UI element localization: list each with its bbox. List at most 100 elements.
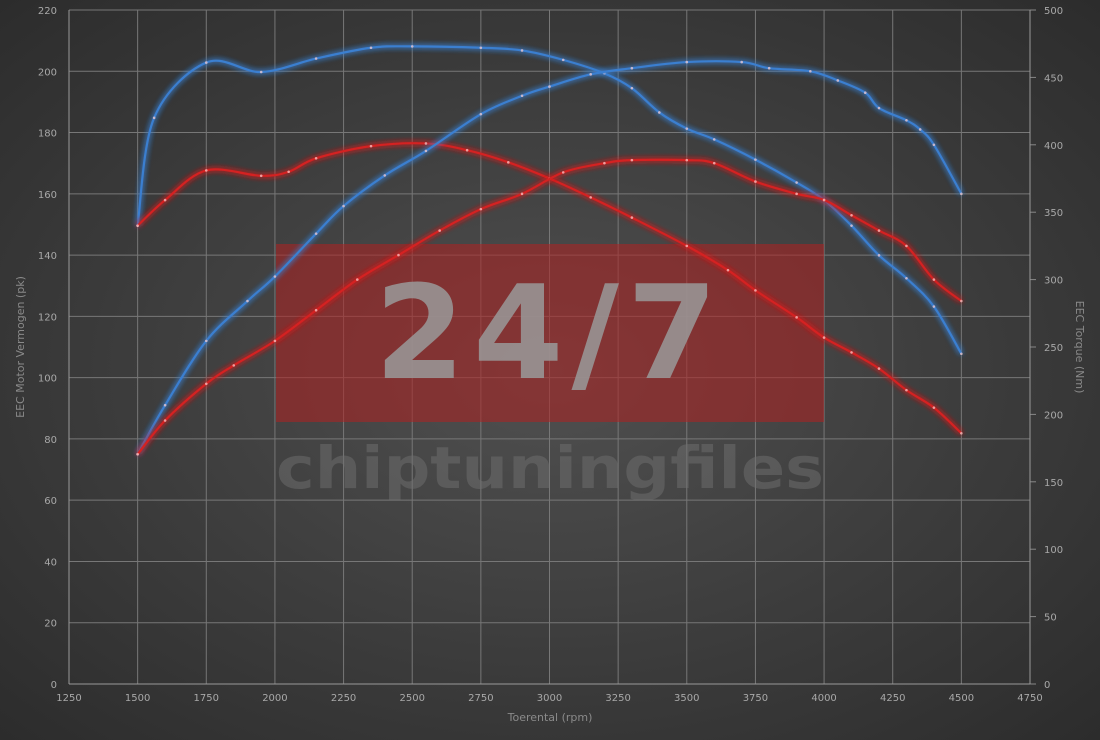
- data-point: [932, 278, 936, 281]
- data-point: [630, 216, 634, 219]
- right-tick-label: 500: [1044, 6, 1063, 17]
- right-tick-label: 450: [1044, 73, 1063, 84]
- x-tick-label: 3500: [674, 693, 699, 704]
- left-axis-title: EEC Motor Vermogen (pk): [14, 276, 27, 418]
- data-point: [822, 198, 826, 202]
- x-tick-label: 1500: [125, 693, 150, 704]
- data-point: [685, 127, 689, 130]
- data-point: [850, 351, 853, 354]
- data-point: [520, 94, 524, 98]
- right-tick-label: 150: [1044, 478, 1063, 489]
- x-tick-label: 3750: [743, 693, 768, 704]
- power-series-2: [136, 60, 963, 456]
- x-tick-label: 2000: [262, 693, 287, 704]
- right-tick-label: 50: [1044, 613, 1057, 624]
- data-point: [465, 148, 469, 152]
- data-point: [561, 58, 565, 62]
- right-tick-label: 300: [1044, 276, 1063, 287]
- data-point: [836, 79, 840, 82]
- data-point: [767, 66, 771, 70]
- data-point: [877, 106, 881, 110]
- data-point: [136, 224, 139, 227]
- data-point: [163, 198, 167, 202]
- data-point: [685, 244, 689, 248]
- data-point: [905, 244, 908, 248]
- left-tick-label: 20: [44, 619, 57, 630]
- data-point: [740, 60, 743, 64]
- watermark-big-text: 24/7: [375, 257, 726, 409]
- data-point: [287, 170, 290, 174]
- data-point: [603, 161, 606, 165]
- data-point: [932, 305, 936, 308]
- left-tick-label: 180: [38, 129, 57, 140]
- x-tick-label: 4500: [949, 693, 974, 704]
- data-point: [424, 149, 428, 153]
- power-series-3: [136, 158, 963, 456]
- data-point: [850, 224, 853, 227]
- left-tick-label: 0: [51, 680, 57, 691]
- data-point: [712, 138, 716, 141]
- data-point: [795, 316, 798, 319]
- data-point: [685, 158, 689, 162]
- data-point: [918, 128, 922, 131]
- series-line: [136, 158, 963, 455]
- data-point: [369, 144, 373, 148]
- series-line: [136, 45, 963, 355]
- left-tick-label: 200: [38, 67, 57, 78]
- x-tick-label: 1250: [56, 693, 81, 704]
- right-tick-label: 400: [1044, 141, 1063, 152]
- data-point: [314, 156, 318, 160]
- data-point: [397, 253, 400, 257]
- data-point: [479, 112, 483, 116]
- data-point: [960, 192, 963, 196]
- data-point: [383, 174, 387, 177]
- data-point: [905, 118, 908, 122]
- left-tick-label: 160: [38, 190, 57, 201]
- data-point: [932, 406, 936, 409]
- data-point: [877, 229, 881, 232]
- torque-series-1: [136, 142, 963, 435]
- data-point: [932, 143, 936, 147]
- data-point: [658, 111, 661, 114]
- right-tick-label: 0: [1044, 680, 1050, 691]
- data-point: [163, 403, 167, 407]
- data-point: [589, 73, 592, 76]
- data-point: [136, 452, 139, 456]
- data-point: [314, 57, 318, 60]
- data-point: [905, 388, 908, 392]
- data-point: [273, 275, 277, 278]
- data-point: [520, 192, 524, 196]
- data-point: [822, 336, 826, 339]
- right-axis-title: EEC Torque (Nm): [1073, 301, 1086, 394]
- x-tick-label: 3000: [537, 693, 562, 704]
- data-point: [548, 85, 551, 88]
- data-point: [960, 352, 963, 356]
- data-point: [960, 431, 963, 435]
- data-point: [259, 174, 263, 178]
- data-point: [863, 91, 867, 95]
- data-point: [163, 419, 167, 422]
- data-point: [410, 45, 414, 48]
- data-point: [850, 213, 853, 217]
- data-point: [561, 171, 565, 174]
- data-point: [204, 61, 208, 64]
- data-point: [726, 268, 730, 272]
- right-tick-label: 350: [1044, 208, 1063, 219]
- data-point: [877, 367, 881, 370]
- data-point: [589, 196, 592, 199]
- data-point: [712, 161, 716, 165]
- data-point: [905, 276, 908, 280]
- data-point: [369, 46, 373, 50]
- data-point: [232, 364, 236, 367]
- data-point: [754, 289, 757, 292]
- data-point: [630, 158, 634, 162]
- watermark-small-text: chiptuningfiles: [276, 434, 824, 502]
- left-tick-label: 80: [44, 435, 57, 446]
- x-tick-label: 2750: [468, 693, 493, 704]
- left-tick-label: 100: [38, 374, 57, 385]
- left-tick-label: 40: [44, 557, 57, 568]
- data-point: [356, 278, 359, 281]
- data-point: [259, 70, 263, 74]
- data-point: [204, 382, 208, 386]
